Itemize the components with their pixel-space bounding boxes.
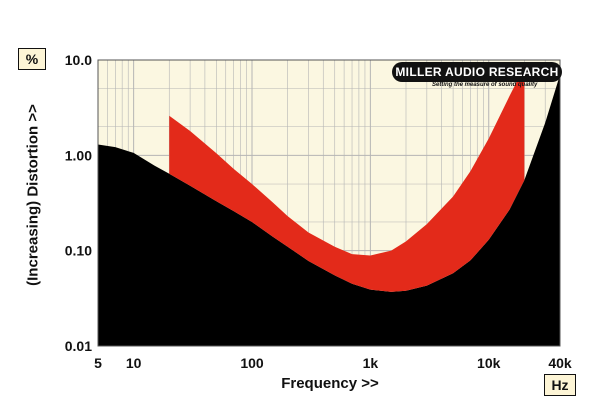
y-tick-label: 1.00 bbox=[65, 147, 92, 163]
logo-tagline: Setting the measure of sound quality bbox=[432, 82, 538, 88]
y-tick-labels: 10.0 1.00 0.10 0.01 bbox=[65, 52, 92, 354]
x-tick-label: 5 bbox=[94, 355, 102, 371]
y-tick-label: 0.01 bbox=[65, 338, 92, 354]
plot-frame bbox=[97, 59, 561, 347]
distortion-band-area bbox=[169, 66, 525, 292]
x-tick-label: 10 bbox=[126, 355, 142, 371]
y-tick-label: 0.10 bbox=[65, 243, 92, 259]
x-unit-box: Hz bbox=[544, 374, 576, 396]
logo-name: MILLER AUDIO RESEARCH bbox=[392, 62, 562, 82]
x-tick-label: 40k bbox=[548, 355, 572, 371]
miller-audio-research-logo: MILLER AUDIO RESEARCH Setting the measur… bbox=[392, 62, 562, 92]
x-axis-title: Frequency >> bbox=[281, 375, 379, 392]
x-tick-label: 100 bbox=[240, 355, 264, 371]
x-tick-labels: 5 10 100 1k 10k 40k bbox=[94, 355, 572, 371]
series-layer bbox=[98, 66, 560, 347]
y-unit-box: % bbox=[18, 48, 46, 70]
x-tick-label: 1k bbox=[363, 355, 379, 371]
noise-floor-area bbox=[98, 74, 560, 347]
x-tick-label: 10k bbox=[477, 355, 501, 371]
y-tick-label: 10.0 bbox=[65, 52, 92, 68]
y-axis-title-wrap: (Increasing) Distortion >> bbox=[22, 50, 44, 340]
y-axis-title: (Increasing) Distortion >> bbox=[24, 104, 42, 286]
